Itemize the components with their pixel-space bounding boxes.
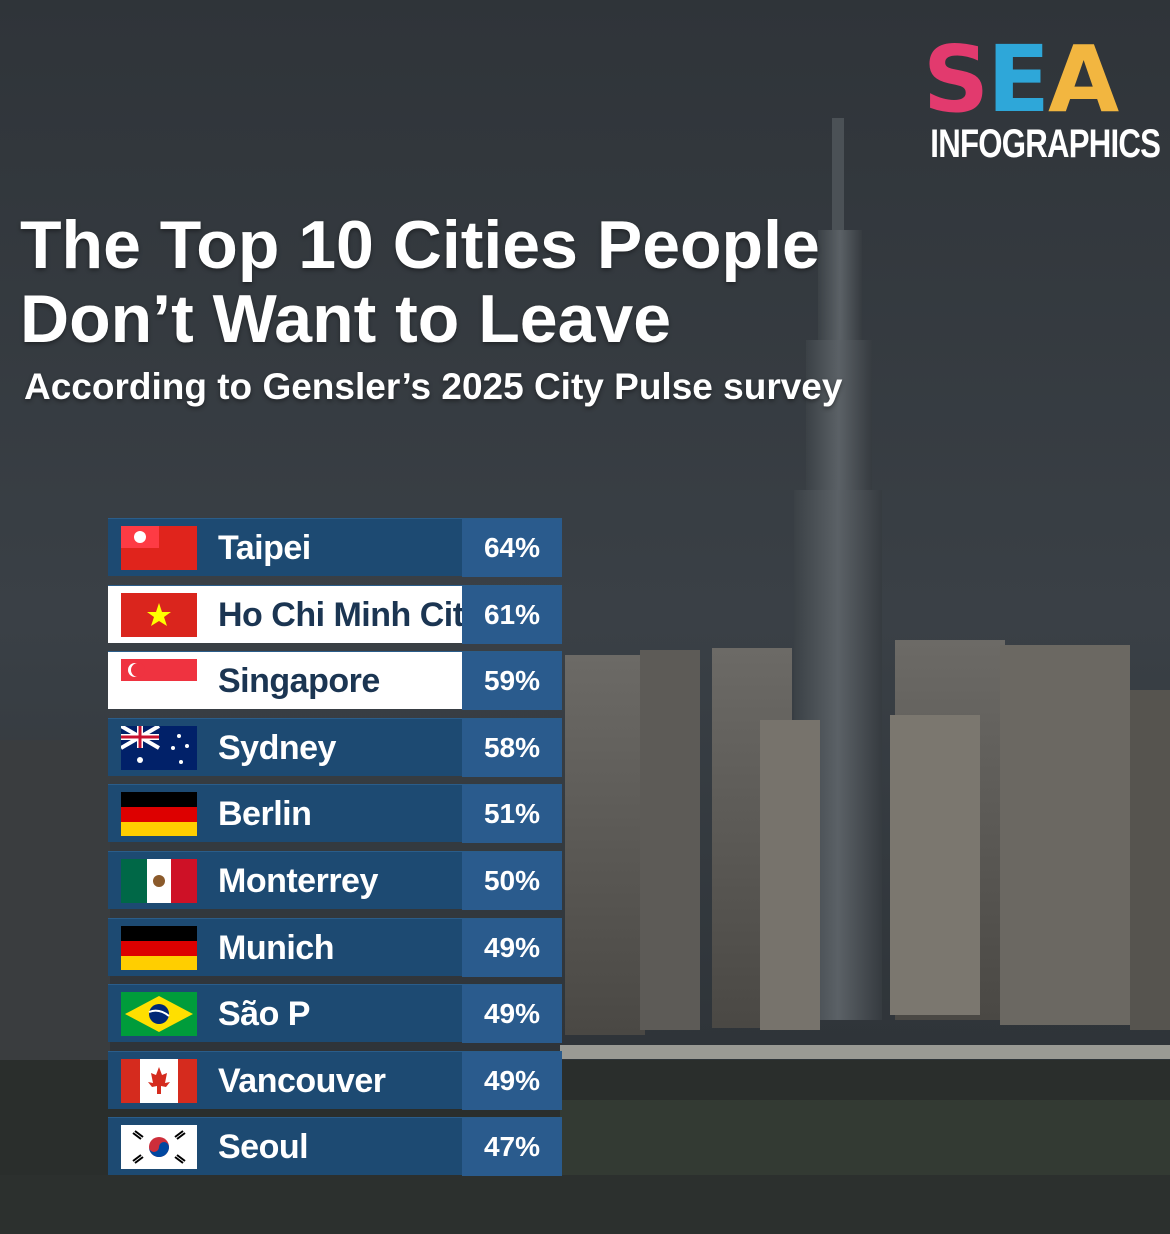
- vietnam-flag-icon-graphic: [121, 592, 197, 637]
- city-name: São P: [218, 995, 310, 1034]
- page-title: The Top 10 Cities People Don’t Want to L…: [20, 208, 900, 356]
- australia-flag-icon: [121, 725, 197, 770]
- table-row: Ho Chi Minh City 61%: [108, 584, 562, 644]
- germany-flag-icon-graphic: [121, 925, 197, 970]
- germany-flag-icon-graphic: [121, 792, 197, 837]
- city-name: Munich: [218, 928, 334, 967]
- mexico-flag-icon-graphic: [121, 859, 197, 903]
- table-row: Seoul 47%: [108, 1117, 562, 1177]
- taiwan-flag-icon: [121, 526, 197, 570]
- city-name: Singapore: [218, 662, 380, 701]
- canada-flag-icon: [121, 1058, 197, 1103]
- logo-subtitle: INFOGRAPHICS: [930, 122, 1161, 166]
- table-row: Monterrey 50%: [108, 851, 562, 910]
- south-korea-flag-icon: [121, 1125, 197, 1170]
- city-name: Taipei: [218, 529, 311, 567]
- table-row: Sydney 58%: [108, 717, 562, 777]
- city-percentage: 49%: [462, 918, 562, 977]
- brazil-flag-icon-graphic: [121, 992, 197, 1037]
- vietnam-flag-icon: [121, 592, 197, 637]
- city-percentage: 64%: [462, 519, 562, 577]
- mexico-flag-icon: [121, 859, 197, 903]
- canada-flag-icon-graphic: [121, 1058, 197, 1103]
- city-name: Sydney: [218, 728, 336, 767]
- australia-flag-icon-graphic: [121, 725, 197, 770]
- title-line-1: The Top 10 Cities People: [20, 207, 820, 283]
- taiwan-flag-icon-graphic: [121, 526, 197, 570]
- table-row: Taipei 64%: [108, 518, 562, 577]
- city-percentage: 59%: [462, 652, 562, 711]
- city-percentage: 47%: [462, 1118, 562, 1177]
- germany-flag-icon: [121, 925, 197, 970]
- city-percentage: 49%: [462, 1051, 562, 1110]
- sea-infographics-logo: SEA INFOGRAPHICS: [905, 26, 1161, 174]
- city-name: Vancouver: [218, 1061, 386, 1100]
- brazil-flag-icon: [121, 992, 197, 1037]
- city-name: Berlin: [218, 795, 312, 834]
- page-subtitle: According to Gensler’s 2025 City Pulse s…: [24, 366, 843, 407]
- city-name: Monterrey: [218, 862, 378, 900]
- city-name: Ho Chi Minh City: [218, 595, 482, 634]
- table-row: Berlin 51%: [108, 784, 562, 844]
- logo-sea-letters: SEA: [922, 26, 1119, 133]
- table-row: São P 49%: [108, 984, 562, 1044]
- city-ranking-table: Taipei 64% Ho Chi Minh City 61% Singapore 59%…: [108, 518, 562, 1177]
- germany-flag-icon: [121, 792, 197, 837]
- city-percentage: 51%: [462, 785, 562, 844]
- singapore-flag-icon-graphic: [121, 659, 197, 704]
- table-row: Munich 49%: [108, 917, 562, 977]
- city-name: Seoul: [218, 1128, 309, 1167]
- table-row: Vancouver 49%: [108, 1050, 562, 1110]
- table-row: Singapore 59%: [108, 651, 562, 711]
- singapore-flag-icon: [121, 659, 197, 704]
- city-percentage: 61%: [462, 585, 562, 644]
- city-percentage: 58%: [462, 718, 562, 777]
- city-percentage: 49%: [462, 985, 562, 1044]
- south-korea-flag-icon-graphic: [121, 1125, 197, 1170]
- city-percentage: 50%: [462, 852, 562, 910]
- title-line-2: Don’t Want to Leave: [20, 281, 672, 357]
